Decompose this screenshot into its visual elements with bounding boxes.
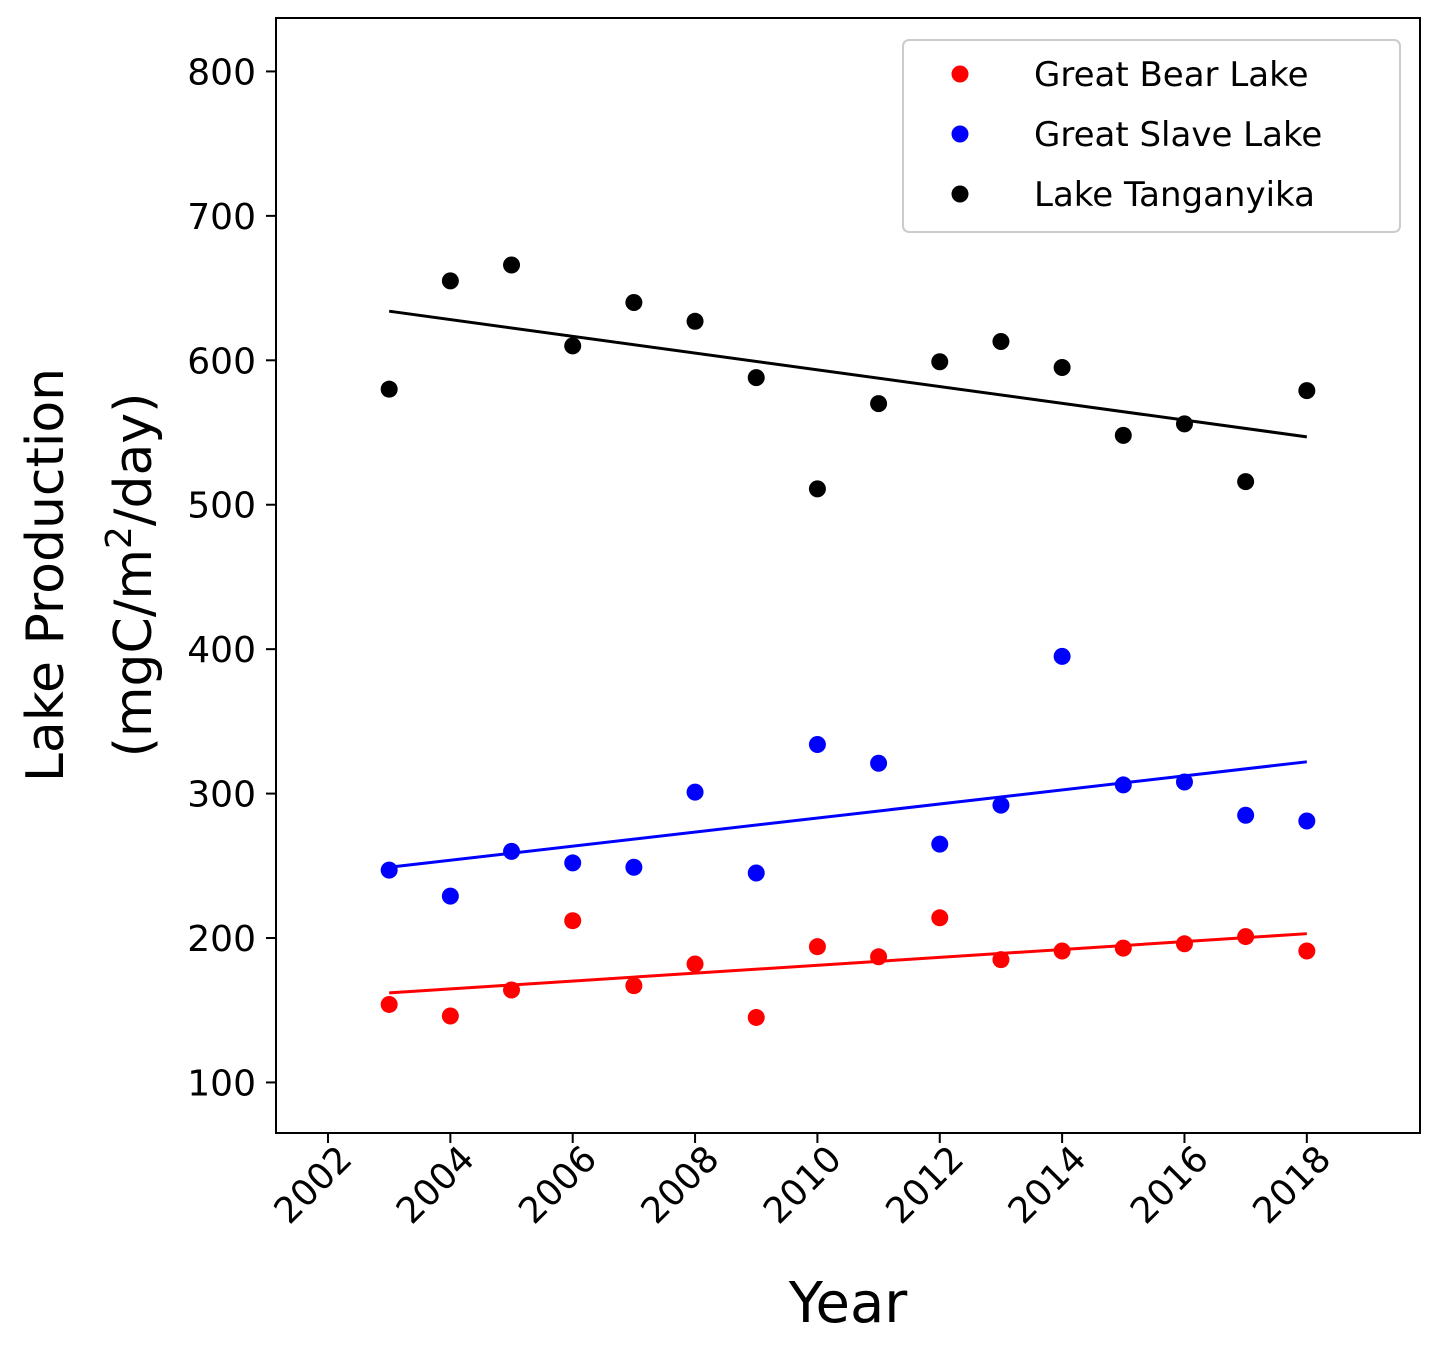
data-point <box>1114 426 1132 444</box>
data-point <box>441 272 459 290</box>
y-tick-label: 800 <box>187 52 256 93</box>
x-tick-label: 2016 <box>1123 1138 1217 1232</box>
data-point <box>686 955 704 973</box>
data-point <box>380 995 398 1013</box>
x-tick-label: 2018 <box>1245 1138 1339 1232</box>
data-point <box>441 887 459 905</box>
legend-marker <box>951 125 969 143</box>
data-point <box>1114 939 1132 957</box>
data-point <box>1053 647 1071 665</box>
data-point <box>931 835 949 853</box>
data-point <box>808 735 826 753</box>
trend-line <box>389 932 1307 995</box>
series-lake-tanganyika <box>380 256 1316 498</box>
data-point <box>503 256 521 274</box>
data-point <box>564 854 582 872</box>
x-tick-label: 2006 <box>511 1138 605 1232</box>
trend-line <box>388 309 1308 439</box>
data-point <box>992 333 1010 351</box>
series-great-slave-lake <box>380 647 1316 905</box>
y-axis-label-line2: (mgC/m2/day) <box>99 393 164 758</box>
data-point <box>564 912 582 930</box>
y-axis-label-unit-sup: 2 <box>99 526 140 549</box>
data-point <box>747 369 765 387</box>
data-point <box>992 796 1010 814</box>
x-tick-label: 2010 <box>756 1138 850 1232</box>
legend-label: Great Slave Lake <box>1034 115 1322 155</box>
x-tick-label: 2002 <box>267 1138 361 1232</box>
data-point <box>870 754 888 772</box>
data-point <box>1298 382 1316 400</box>
y-tick-label: 600 <box>187 341 256 382</box>
legend-label: Great Bear Lake <box>1034 55 1309 95</box>
data-point <box>1298 942 1316 960</box>
data-point <box>625 294 643 312</box>
data-point <box>931 353 949 371</box>
data-point <box>441 1007 459 1025</box>
x-tick-label: 2014 <box>1001 1138 1095 1232</box>
data-point <box>686 312 704 330</box>
data-point <box>686 783 704 801</box>
legend-marker <box>951 185 969 203</box>
data-point <box>1237 806 1255 824</box>
y-tick-label: 400 <box>187 630 256 671</box>
data-point <box>1053 942 1071 960</box>
data-point <box>747 864 765 882</box>
data-point <box>931 909 949 927</box>
data-point <box>808 480 826 498</box>
y-tick-label: 100 <box>187 1063 256 1104</box>
x-tick-label: 2008 <box>634 1138 728 1232</box>
data-point <box>564 337 582 355</box>
y-axis-label-line1: Lake Production <box>16 368 76 782</box>
data-point <box>625 858 643 876</box>
data-point <box>625 977 643 995</box>
y-tick-label: 700 <box>187 197 256 238</box>
x-tick-label: 2012 <box>878 1138 972 1232</box>
data-point <box>1114 776 1132 794</box>
legend-frame <box>902 39 1401 233</box>
trend-line <box>389 760 1307 869</box>
x-tick-label: 2004 <box>389 1138 483 1232</box>
y-axis-label-unit-pre: (mgC/m <box>104 549 164 757</box>
data-point <box>380 861 398 879</box>
y-tick-label: 500 <box>187 486 256 527</box>
x-axis-label: Year <box>788 1271 909 1336</box>
data-point <box>1053 359 1071 377</box>
data-point <box>1175 935 1193 953</box>
data-point <box>808 938 826 956</box>
y-axis-label-unit-post: /day) <box>104 393 164 526</box>
data-point <box>870 395 888 413</box>
data-point <box>992 951 1010 969</box>
data-point <box>1237 473 1255 491</box>
y-tick-label: 300 <box>187 775 256 816</box>
plot-area-frame <box>275 17 1421 1134</box>
y-tick-label: 200 <box>187 919 256 960</box>
legend-marker <box>951 65 969 83</box>
data-point <box>380 380 398 398</box>
legend: Great Bear Lake Great Slave Lake Lake Tang… <box>902 39 1401 233</box>
data-point <box>1298 812 1316 830</box>
series-great-bear-lake <box>380 909 1316 1026</box>
data-point <box>747 1008 765 1026</box>
data-point <box>503 842 521 860</box>
legend-label: Lake Tanganyika <box>1034 175 1315 215</box>
